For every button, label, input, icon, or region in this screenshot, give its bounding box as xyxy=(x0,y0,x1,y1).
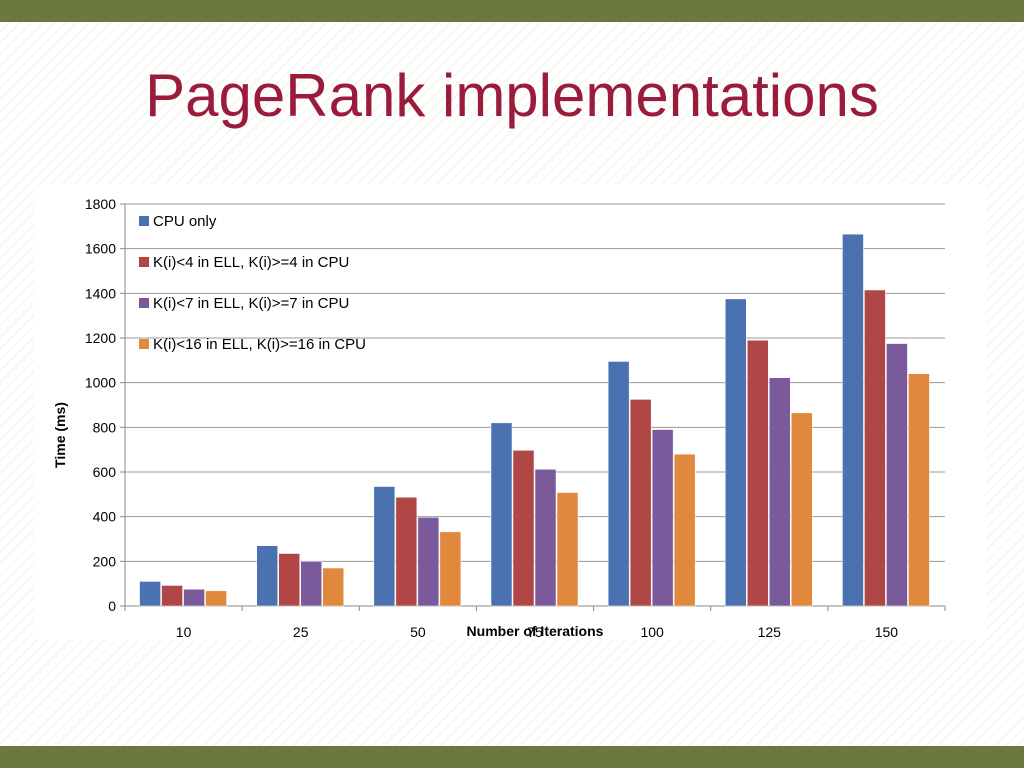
y-tick-label: 1000 xyxy=(85,375,116,391)
bar-4-150 xyxy=(908,373,930,607)
legend-swatch-3 xyxy=(139,298,149,308)
bar-3-25 xyxy=(300,561,322,607)
legend-label-1: CPU only xyxy=(153,213,217,230)
legend-swatch-1 xyxy=(139,216,149,226)
bar-2-25 xyxy=(278,553,300,607)
x-tick-label: 25 xyxy=(293,624,309,640)
bar-1-100 xyxy=(607,361,630,607)
bar-3-75 xyxy=(534,469,557,607)
bottom-accent-band xyxy=(0,746,1024,768)
bar-1-50 xyxy=(373,486,396,607)
bar-1-75 xyxy=(490,422,513,607)
bar-4-10 xyxy=(205,590,227,607)
x-tick-label: 150 xyxy=(875,624,899,640)
y-tick-label: 200 xyxy=(93,553,117,569)
y-tick-label: 1200 xyxy=(85,330,116,346)
bar-chart: 0 200 400 600 800 1000 1200 1400 1600 1800 10 25 50 7… xyxy=(52,196,946,640)
bar-1-150 xyxy=(842,233,864,607)
bar-4-125 xyxy=(791,412,813,607)
legend-label-4: K(i)<16 in ELL, K(i)>=16 in CPU xyxy=(153,336,366,353)
x-tick-label: 50 xyxy=(410,624,426,640)
y-tick-label: 1400 xyxy=(85,285,116,301)
y-tick-label: 400 xyxy=(93,509,117,525)
bar-4-25 xyxy=(322,567,344,607)
bar-2-125 xyxy=(747,339,769,607)
x-tick-label: 75 xyxy=(527,624,543,640)
x-tick-label: 125 xyxy=(758,624,782,640)
y-tick-label: 1800 xyxy=(85,196,116,212)
legend-swatch-4 xyxy=(139,339,149,349)
y-tick-label: 800 xyxy=(93,419,117,435)
bar-2-150 xyxy=(864,289,886,607)
legend-label-2: K(i)<4 in ELL, K(i)>=4 in CPU xyxy=(153,254,349,271)
bar-3-150 xyxy=(886,343,908,607)
bar-3-125 xyxy=(769,377,791,607)
bar-1-10 xyxy=(139,581,161,607)
x-tick-label: 10 xyxy=(176,624,192,640)
bar-2-50 xyxy=(395,496,418,607)
y-axis-title: Time (ms) xyxy=(52,402,68,468)
chart-panel: 0 200 400 600 800 1000 1200 1400 1600 1800 10 25 50 7… xyxy=(34,184,986,640)
bar-4-75 xyxy=(556,492,579,607)
bar-1-25 xyxy=(256,545,278,607)
legend-swatch-2 xyxy=(139,257,149,267)
top-accent-band xyxy=(0,0,1024,22)
slide-title: PageRank implementations xyxy=(145,62,879,129)
bar-2-10 xyxy=(161,585,183,607)
x-tick-label: 100 xyxy=(640,624,664,640)
y-tick-label: 600 xyxy=(93,464,117,480)
y-tick-label: 1600 xyxy=(85,241,116,257)
y-tick-label: 0 xyxy=(108,598,116,614)
bar-1-125 xyxy=(725,298,747,607)
bar-4-100 xyxy=(673,453,696,607)
bar-3-100 xyxy=(651,429,674,607)
bar-2-100 xyxy=(629,399,652,607)
bar-3-10 xyxy=(183,589,205,607)
bar-4-50 xyxy=(439,531,462,607)
legend-label-3: K(i)<7 in ELL, K(i)>=7 in CPU xyxy=(153,295,349,312)
bar-2-75 xyxy=(512,450,535,607)
bar-3-50 xyxy=(417,517,440,607)
x-axis-title: Number of Iterations xyxy=(467,623,604,639)
